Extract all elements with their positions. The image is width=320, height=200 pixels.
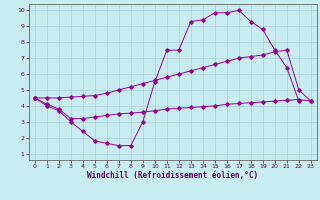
X-axis label: Windchill (Refroidissement éolien,°C): Windchill (Refroidissement éolien,°C) [87, 171, 258, 180]
